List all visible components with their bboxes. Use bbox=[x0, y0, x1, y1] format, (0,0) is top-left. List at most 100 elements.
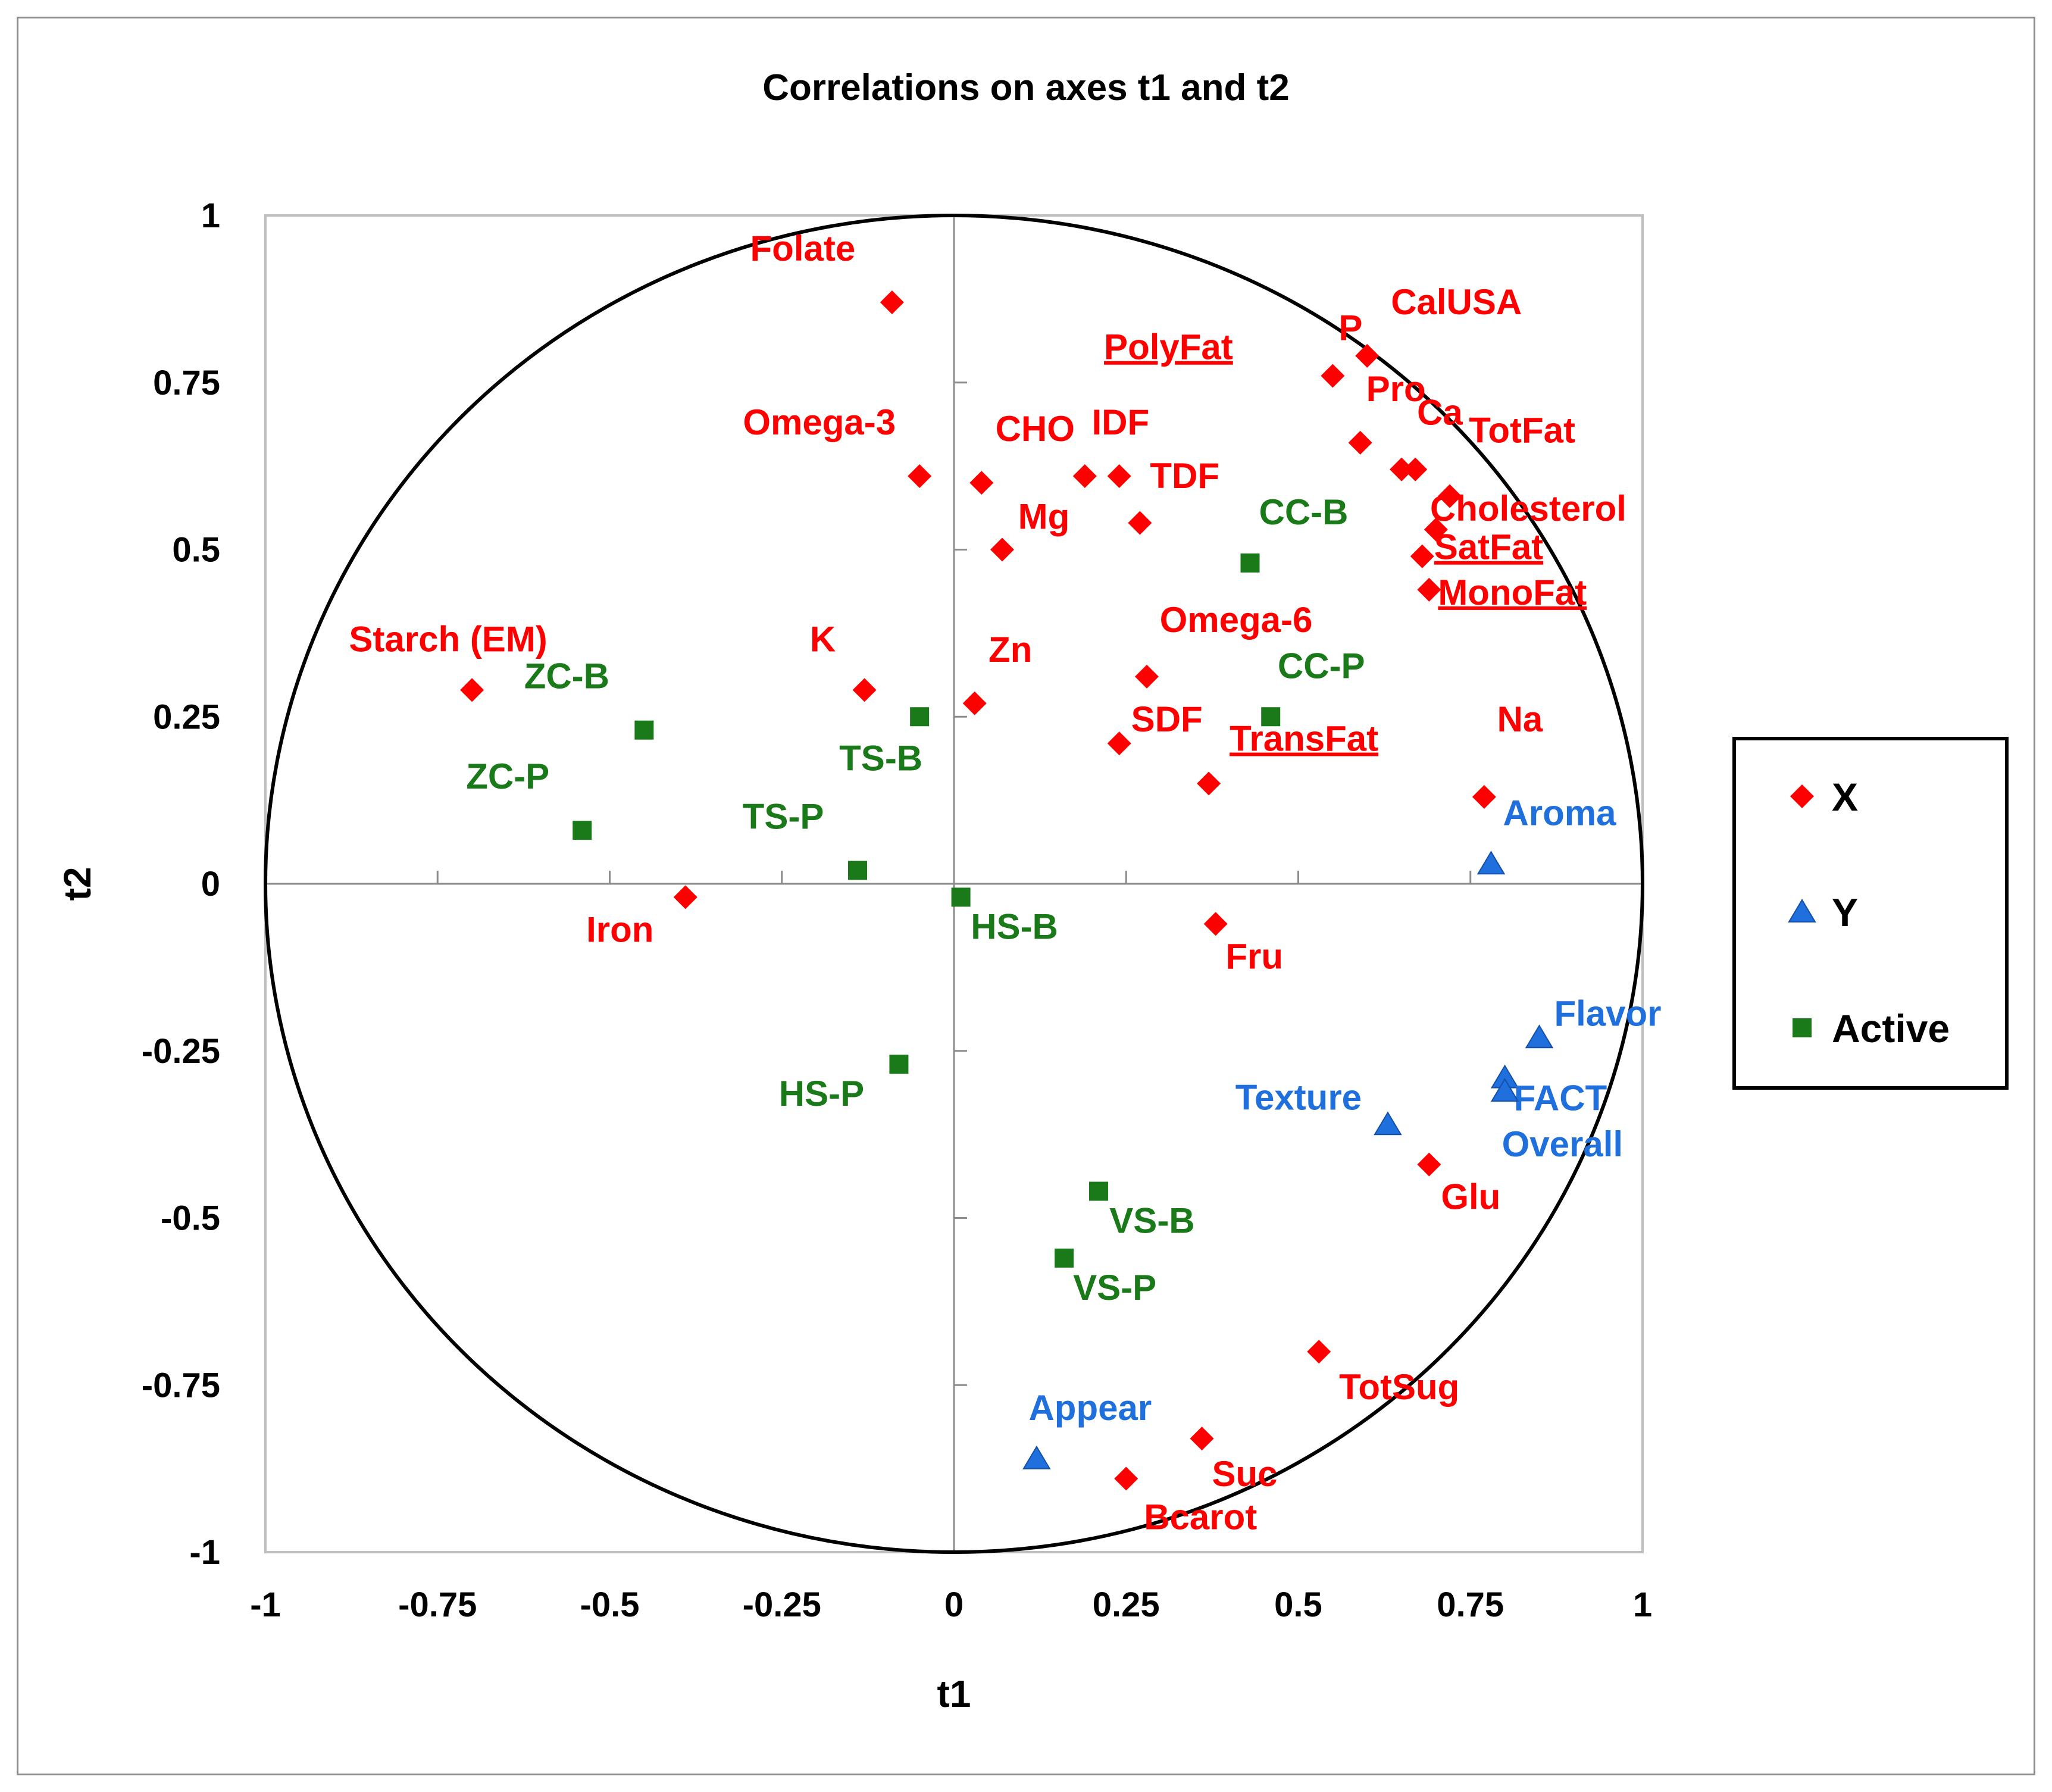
point-marker bbox=[1438, 484, 1462, 508]
point-label: MonoFat bbox=[1438, 573, 1587, 612]
point-marker bbox=[969, 471, 994, 495]
legend-label: Y bbox=[1832, 890, 1858, 934]
point-label: ZC-P bbox=[466, 756, 549, 796]
point-marker bbox=[880, 290, 904, 314]
series-active: CC-B CC-P ZC-B ZC-P TS-B TS-P HS-B HS-P VS-B VS-P bbox=[466, 492, 1365, 1308]
x-tick-label: -0.25 bbox=[743, 1585, 821, 1624]
point-label: Glu bbox=[1441, 1177, 1500, 1217]
point-label: Omega-3 bbox=[743, 402, 896, 442]
point-marker bbox=[852, 678, 877, 702]
point-label: Folate bbox=[750, 229, 856, 268]
point-label: TotFat bbox=[1469, 411, 1575, 451]
legend-box bbox=[1732, 737, 2009, 1090]
legend: X Y Active bbox=[1732, 737, 2009, 1090]
point-marker bbox=[962, 691, 987, 715]
point-marker bbox=[634, 720, 654, 740]
x-axis-label: t1 bbox=[937, 1672, 971, 1715]
legend-marker-y bbox=[1788, 899, 1816, 922]
plot-area: -1 -0.75 -0.5 -0.25 0 0.25 0.5 0.75 1 1 0.75 0.5 0.2… bbox=[142, 196, 1662, 1624]
x-tick-label: 0 bbox=[944, 1585, 964, 1624]
point-marker bbox=[1072, 464, 1097, 488]
legend-marker-active bbox=[1793, 1018, 1812, 1037]
point-marker bbox=[889, 1055, 909, 1074]
point-label: Mg bbox=[1018, 497, 1070, 537]
point-marker bbox=[1107, 464, 1131, 488]
point-marker bbox=[1390, 457, 1414, 481]
point-marker bbox=[1477, 850, 1506, 875]
point-label: HS-P bbox=[779, 1074, 864, 1114]
point-label: CHO bbox=[996, 409, 1075, 449]
point-label: CC-B bbox=[1259, 492, 1349, 532]
point-marker bbox=[1374, 1111, 1402, 1136]
point-marker bbox=[1321, 364, 1345, 388]
point-label: CalUSA bbox=[1391, 282, 1522, 322]
point-label: VS-B bbox=[1109, 1201, 1194, 1241]
point-marker bbox=[1022, 1445, 1051, 1469]
chart-title: Correlations on axes t1 and t2 bbox=[762, 67, 1289, 108]
legend-label: Active bbox=[1832, 1006, 1950, 1050]
point-marker bbox=[908, 464, 932, 488]
y-tick-label: 0 bbox=[201, 865, 220, 903]
point-marker bbox=[1403, 457, 1428, 481]
y-tick-label: 0.75 bbox=[153, 364, 220, 402]
point-label: HS-B bbox=[971, 906, 1058, 946]
y-tick-label: -0.5 bbox=[161, 1199, 220, 1238]
point-label: P bbox=[1338, 308, 1362, 348]
point-label: Na bbox=[1497, 699, 1543, 739]
point-marker bbox=[1410, 544, 1434, 568]
point-label: SDF bbox=[1131, 699, 1203, 739]
legend-label: X bbox=[1832, 775, 1858, 819]
point-label: TDF bbox=[1150, 456, 1219, 496]
point-label: Bcarot bbox=[1144, 1497, 1257, 1537]
point-marker bbox=[1114, 1466, 1138, 1491]
point-label: Ca bbox=[1417, 393, 1463, 433]
y-tick-label: -1 bbox=[189, 1533, 220, 1572]
point-marker bbox=[990, 537, 1014, 562]
point-marker bbox=[1424, 517, 1448, 542]
point-marker bbox=[1417, 1152, 1441, 1177]
legend-marker-x bbox=[1790, 784, 1814, 808]
x-tick-label: -1 bbox=[250, 1585, 281, 1624]
point-label: Appear bbox=[1028, 1388, 1152, 1428]
x-tick-label: 0.5 bbox=[1274, 1585, 1322, 1624]
point-label: Pro bbox=[1366, 369, 1426, 409]
y-tick-label: 0.25 bbox=[153, 698, 220, 736]
point-label: Cholesterol bbox=[1430, 489, 1626, 528]
x-tick-label: -0.75 bbox=[398, 1585, 477, 1624]
point-label: Iron bbox=[586, 909, 653, 949]
x-tick-label: 0.25 bbox=[1093, 1585, 1160, 1624]
point-label: VS-P bbox=[1073, 1268, 1156, 1308]
point-label: PolyFat bbox=[1104, 327, 1233, 367]
point-marker bbox=[1472, 785, 1496, 809]
x-tick-label: 1 bbox=[1633, 1585, 1652, 1624]
point-marker bbox=[1088, 1181, 1108, 1201]
point-label: ZC-B bbox=[524, 656, 609, 696]
point-label: TS-P bbox=[743, 797, 824, 837]
x-tick-label: 0.75 bbox=[1437, 1585, 1504, 1624]
point-marker bbox=[1203, 912, 1228, 936]
point-marker bbox=[1348, 430, 1372, 455]
point-label: K bbox=[810, 619, 836, 659]
y-tick-label: 1 bbox=[201, 196, 220, 235]
point-label: Omega-6 bbox=[1160, 600, 1313, 640]
point-label: Overall bbox=[1502, 1124, 1623, 1164]
point-label: TransFat bbox=[1230, 719, 1378, 759]
point-marker bbox=[1525, 1024, 1554, 1049]
point-label: TotSug bbox=[1339, 1367, 1459, 1407]
point-label: Fru bbox=[1225, 936, 1283, 976]
point-label: CC-P bbox=[1278, 646, 1365, 686]
point-label: Flavor bbox=[1554, 993, 1661, 1033]
point-marker bbox=[673, 885, 697, 909]
y-axis-label: t2 bbox=[56, 867, 99, 901]
point-label: Zn bbox=[989, 630, 1032, 670]
correlation-circle bbox=[264, 214, 1644, 1554]
point-marker bbox=[1190, 1427, 1214, 1451]
point-marker bbox=[1107, 731, 1131, 756]
point-label: SatFat bbox=[1434, 527, 1543, 567]
point-marker bbox=[1355, 343, 1380, 368]
point-marker bbox=[1307, 1340, 1331, 1364]
point-marker bbox=[1128, 511, 1152, 535]
point-marker bbox=[1240, 553, 1260, 573]
